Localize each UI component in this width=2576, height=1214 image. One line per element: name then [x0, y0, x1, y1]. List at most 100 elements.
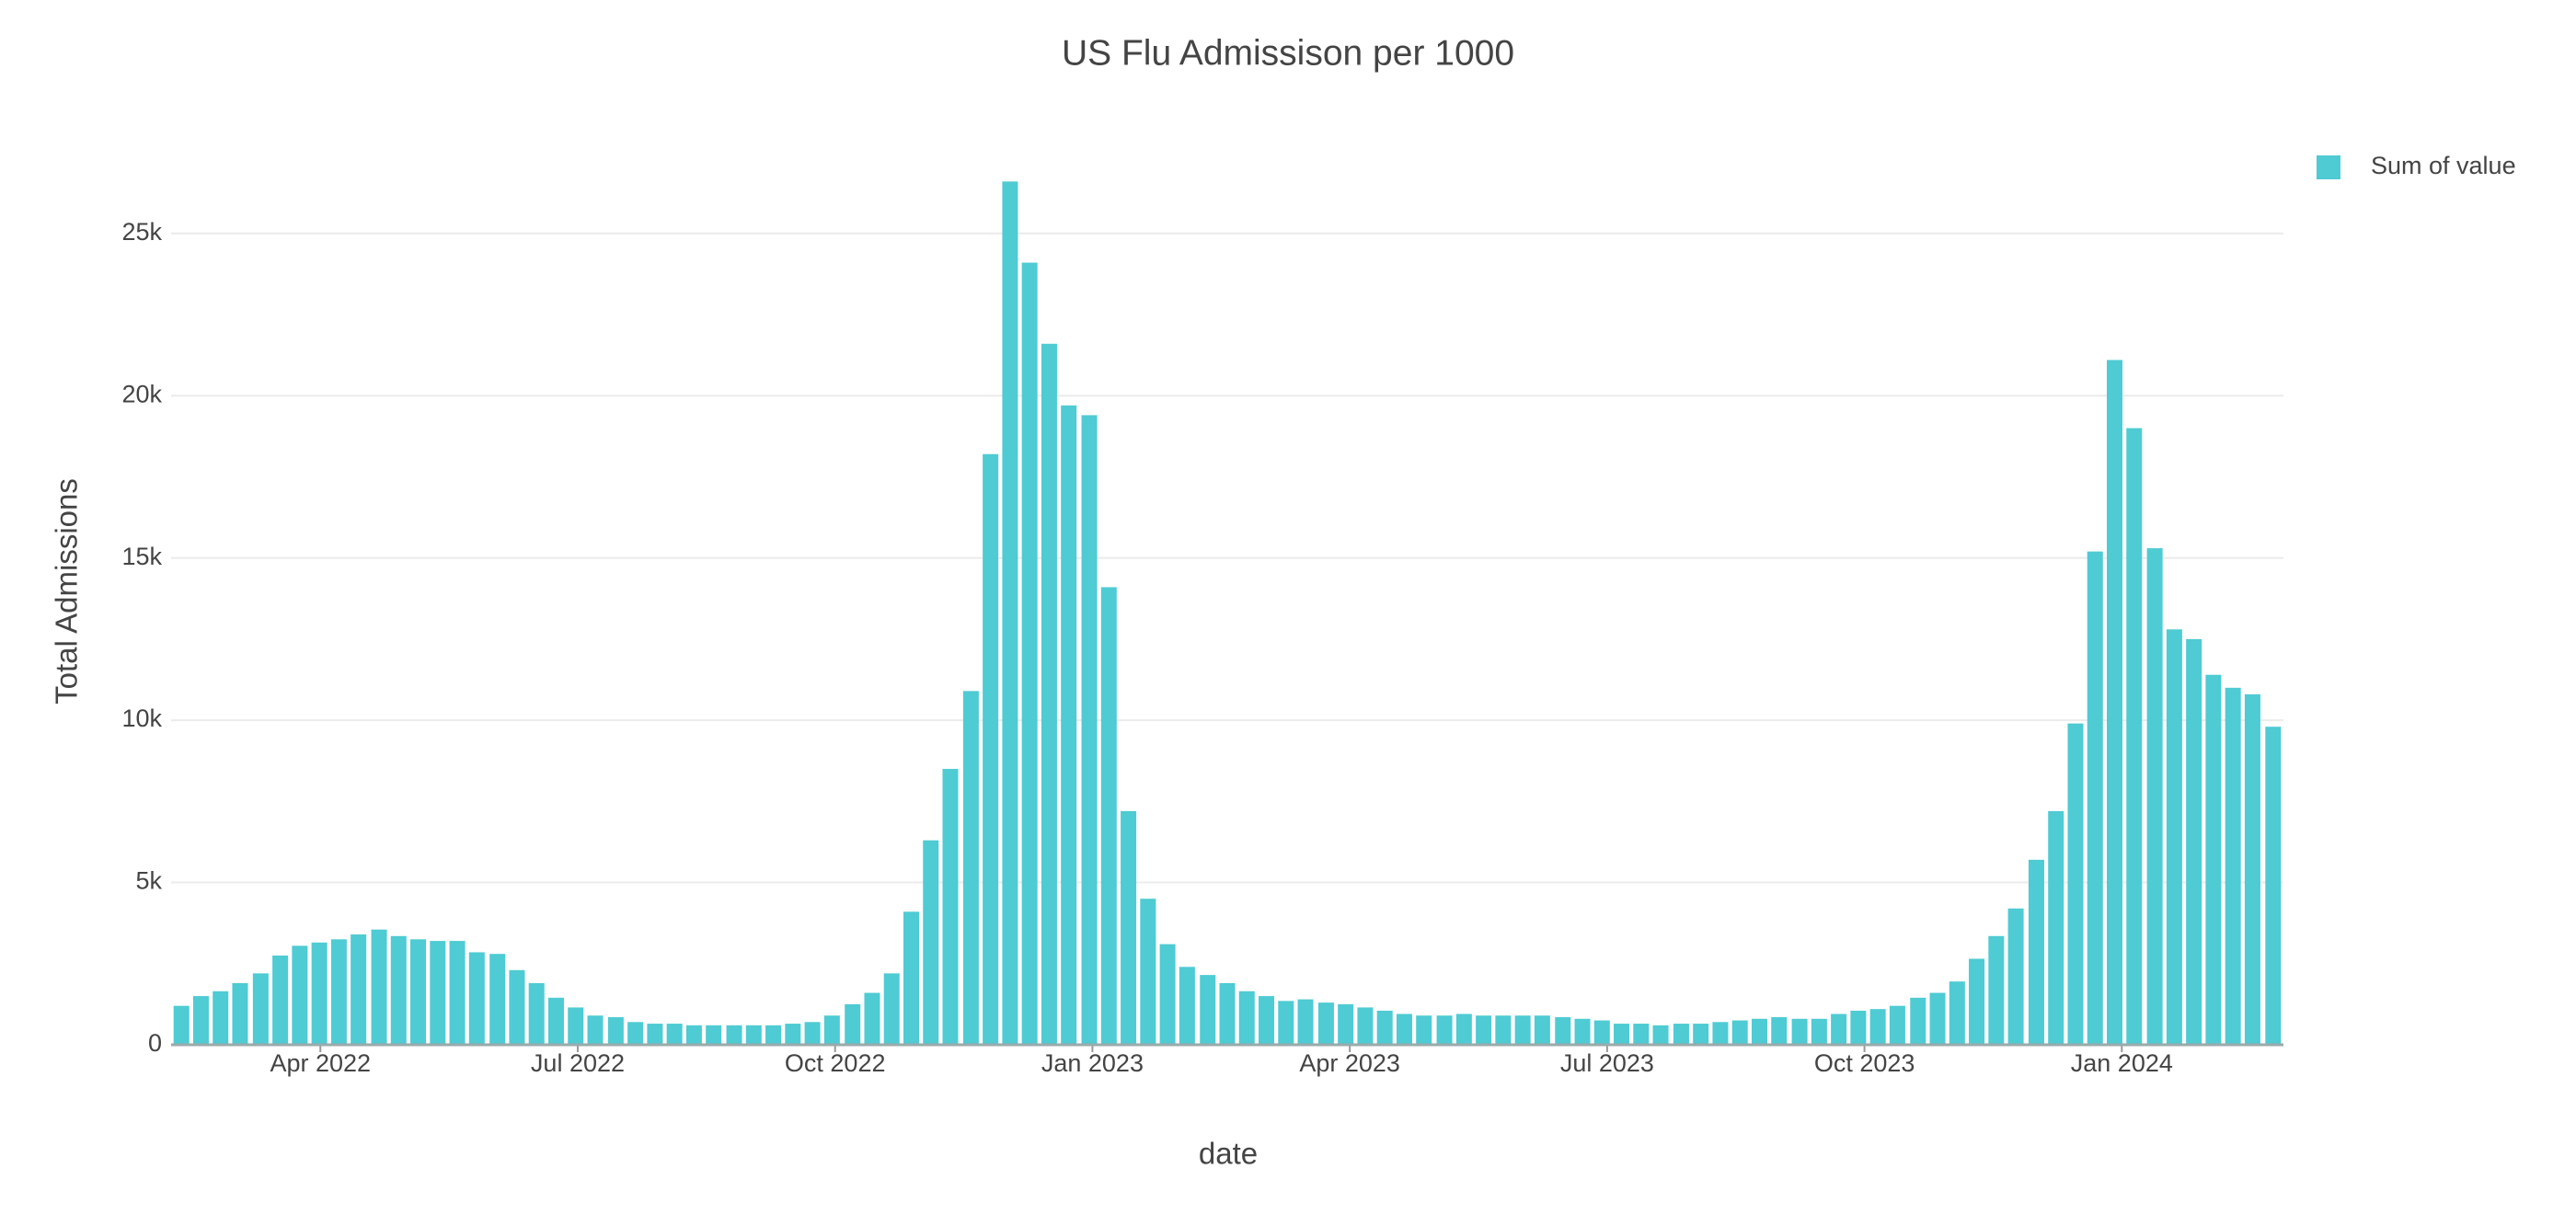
bar — [1771, 1017, 1788, 1045]
bar — [1278, 1001, 1294, 1045]
bar — [509, 969, 525, 1045]
bar — [962, 691, 979, 1045]
bar — [726, 1025, 742, 1045]
y-tick-label: 0 — [148, 1029, 162, 1057]
bar — [1159, 944, 1176, 1045]
bar — [1910, 997, 1926, 1045]
bar — [1969, 958, 1985, 1045]
bar — [1652, 1025, 1669, 1045]
bar — [1179, 967, 1195, 1045]
bar — [1514, 1015, 1531, 1045]
bar — [2106, 360, 2123, 1045]
bar — [1869, 1009, 1886, 1045]
bar — [627, 1022, 644, 1045]
y-tick-label: 15k — [121, 543, 162, 570]
bar — [430, 941, 446, 1045]
bar — [568, 1007, 584, 1045]
bar — [1988, 935, 2005, 1045]
bar — [1476, 1015, 1492, 1045]
bar — [1338, 1003, 1354, 1045]
bar — [1889, 1005, 1905, 1045]
bar — [1673, 1024, 1689, 1045]
bar — [1831, 1014, 1847, 1045]
bar — [1200, 975, 1216, 1045]
bar — [2225, 687, 2241, 1045]
bar — [1357, 1007, 1374, 1045]
bar — [2166, 629, 2182, 1045]
bar — [983, 453, 999, 1046]
bar — [1219, 982, 1236, 1045]
y-tick-label: 10k — [121, 704, 162, 732]
bar — [272, 955, 289, 1045]
y-tick-label: 5k — [135, 867, 162, 895]
y-axis-title: Total Admissions — [50, 478, 84, 704]
bar — [528, 982, 545, 1045]
bar — [1376, 1010, 1393, 1045]
bar — [1495, 1015, 1512, 1045]
bar — [2048, 810, 2064, 1045]
bar — [1633, 1024, 1650, 1045]
x-tick-label: Oct 2023 — [1814, 1049, 1915, 1077]
bar — [785, 1024, 801, 1045]
y-tick-label: 25k — [121, 218, 162, 246]
bar — [903, 911, 919, 1045]
bar — [1317, 1002, 1334, 1045]
bar — [1021, 262, 1038, 1045]
bar — [1850, 1010, 1867, 1045]
bar — [1140, 899, 1156, 1045]
bar — [1259, 996, 1275, 1045]
y-tick-label: 20k — [121, 380, 162, 407]
bar — [489, 954, 506, 1045]
bar — [1555, 1017, 1571, 1045]
bar — [607, 1017, 624, 1045]
bar — [2028, 859, 2044, 1045]
bar — [2205, 674, 2222, 1045]
bar — [1712, 1022, 1729, 1045]
bar — [666, 1024, 683, 1045]
bar — [942, 769, 959, 1045]
bar — [923, 840, 939, 1045]
chart-title: US Flu Admissison per 1000 — [1062, 33, 1514, 73]
bar — [647, 1024, 663, 1045]
bar — [745, 1025, 762, 1045]
bar — [1614, 1024, 1630, 1045]
x-tick-label: Jul 2023 — [1560, 1049, 1654, 1077]
bar — [1455, 1014, 1472, 1045]
bar — [1731, 1020, 1748, 1045]
bar — [823, 1015, 840, 1045]
bar — [192, 996, 209, 1045]
bar — [1002, 181, 1018, 1045]
bar — [1121, 810, 1137, 1045]
x-tick-label: Oct 2022 — [785, 1049, 886, 1077]
bar — [1811, 1018, 1827, 1045]
bar — [2007, 908, 2024, 1045]
bar — [1436, 1015, 1453, 1045]
bar — [1238, 991, 1255, 1045]
bar — [1534, 1015, 1550, 1045]
bar — [1574, 1018, 1591, 1045]
bar — [547, 997, 564, 1045]
bar — [1751, 1018, 1767, 1045]
bar — [390, 935, 407, 1045]
x-axis-title: date — [1199, 1137, 1258, 1171]
bar — [845, 1003, 861, 1045]
bar — [765, 1025, 782, 1045]
bar — [1791, 1018, 1808, 1045]
bar — [1693, 1024, 1709, 1045]
x-tick-label: Jan 2023 — [1041, 1049, 1144, 1077]
bar — [311, 942, 328, 1045]
x-tick-label: Jul 2022 — [531, 1049, 625, 1077]
bar — [1396, 1014, 1412, 1045]
bar — [1949, 981, 1965, 1045]
bar — [213, 991, 229, 1045]
bar — [2146, 548, 2163, 1045]
bar — [883, 973, 900, 1045]
bar — [292, 945, 308, 1045]
bar — [2244, 693, 2260, 1045]
bar — [449, 941, 466, 1045]
bar — [468, 952, 485, 1045]
legend-label: Sum of value — [2371, 152, 2516, 179]
x-tick-label: Apr 2022 — [270, 1049, 371, 1077]
